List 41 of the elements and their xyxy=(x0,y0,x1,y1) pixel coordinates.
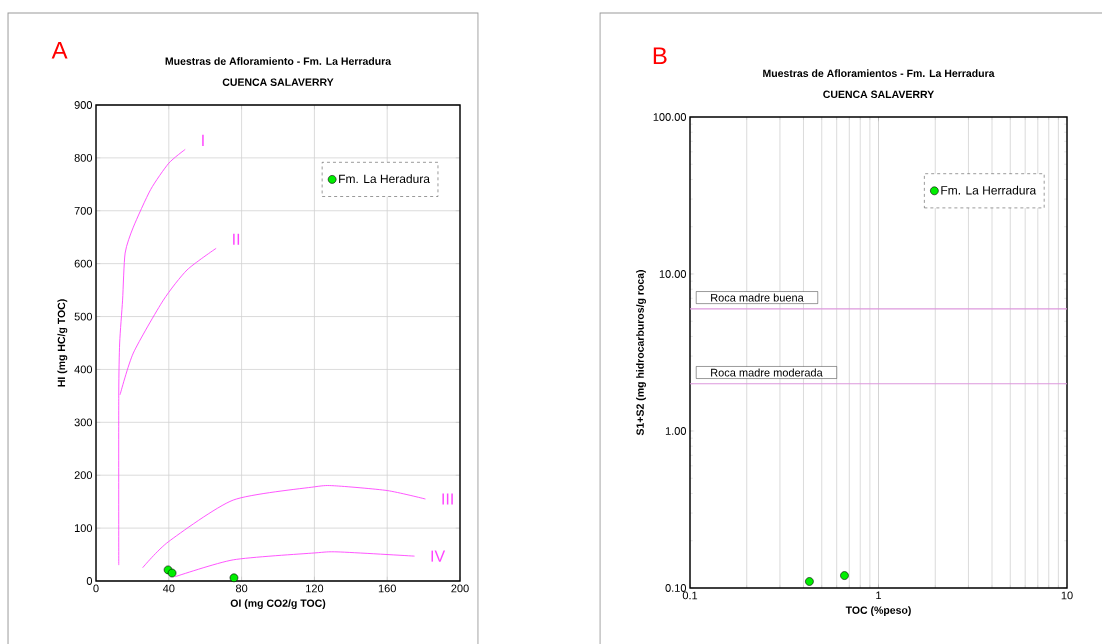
y-axis-title: HI (mg HC/g TOC) xyxy=(57,299,68,387)
y-tick-label: 10.00 xyxy=(659,270,687,278)
legend-label: Fm. La Heradura xyxy=(339,174,430,184)
x-tick-label: 0.1 xyxy=(682,591,698,600)
legend-label: Fm. La Herradura xyxy=(941,185,1037,195)
y-tick-label: 500 xyxy=(74,312,93,321)
x-axis-title: OI (mg CO2/g TOC) xyxy=(230,599,326,610)
y-tick-label: 100 xyxy=(74,524,93,532)
y-axis-title: S1+S2 (mg hidrocarburos/g roca) xyxy=(636,270,646,436)
x-tick-label: 0 xyxy=(93,584,99,593)
series-label: III xyxy=(442,493,453,505)
y-tick-label: 400 xyxy=(74,365,93,374)
chart-title: Muestras de Afloramiento - Fm. La Herradura xyxy=(165,57,392,65)
series-label: IV xyxy=(431,550,446,562)
x-tick-label: 120 xyxy=(306,584,324,593)
y-tick-label: 800 xyxy=(74,154,93,162)
y-tick-label: 1.00 xyxy=(665,427,687,435)
y-tick-label: 200 xyxy=(74,471,93,480)
y-tick-label: 900 xyxy=(74,101,93,109)
x-tick-label: 160 xyxy=(378,584,396,593)
text: B xyxy=(653,47,667,65)
y-tick-label: 100.00 xyxy=(653,113,687,121)
y-tick-label: 0.10 xyxy=(665,584,687,592)
x-tick-label: 10 xyxy=(1061,591,1073,600)
x-tick-label: 80 xyxy=(235,584,248,593)
series-label: II xyxy=(233,233,240,245)
chart-subtitle: CUENCA SALAVERRY xyxy=(222,78,334,86)
chart-title: Muestras de Afloramientos - Fm. La Herradura xyxy=(763,69,995,78)
y-tick-label: 600 xyxy=(74,259,93,268)
x-axis-title: TOC (%peso) xyxy=(845,606,911,616)
y-tick-label: 0 xyxy=(86,577,93,585)
y-tick-label: 700 xyxy=(74,206,93,215)
ref-line-label: Roca madre buena xyxy=(711,293,804,302)
ref-line-label: Roca madre moderada xyxy=(711,368,823,377)
x-tick-label: 200 xyxy=(451,584,469,593)
x-tick-label: 1 xyxy=(876,591,882,600)
chart-subtitle: CUENCA SALAVERRY xyxy=(823,90,935,99)
text: A xyxy=(51,41,68,59)
y-tick-label: 300 xyxy=(74,418,93,427)
x-tick-label: 40 xyxy=(162,584,175,593)
series-label: I xyxy=(202,134,204,146)
